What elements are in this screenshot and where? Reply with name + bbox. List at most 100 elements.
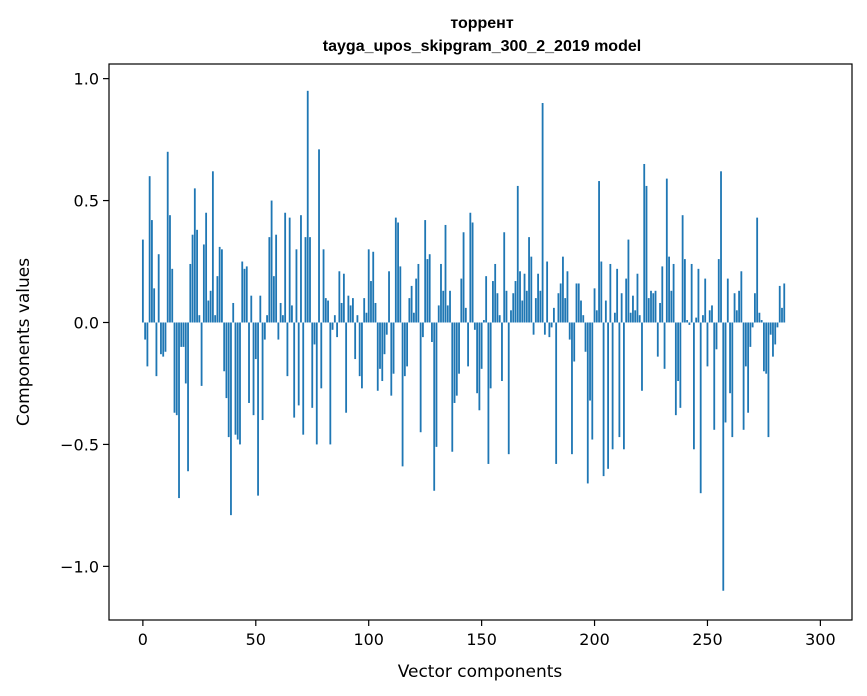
bar-122 (417, 263, 420, 323)
bar-210 (616, 268, 619, 323)
bar-220 (638, 315, 641, 323)
bar-253 (713, 322, 716, 430)
bar-88 (340, 302, 343, 323)
bar-192 (575, 283, 578, 323)
bar-61 (279, 302, 282, 323)
bar-137 (451, 322, 454, 452)
bar-62 (281, 315, 284, 323)
bar-243 (690, 263, 693, 323)
bar-277 (767, 322, 770, 438)
bar-56 (268, 237, 271, 323)
bar-229 (659, 302, 661, 323)
bar-20 (187, 322, 189, 472)
y-tick-label: −1.0 (60, 557, 99, 576)
bar-234 (670, 290, 673, 323)
bar-176 (539, 290, 542, 323)
plot-frame (108, 63, 853, 621)
bar-273 (758, 312, 761, 323)
bar-78 (318, 149, 320, 323)
bar-171 (528, 237, 530, 323)
bar-268 (747, 322, 750, 413)
bar-43 (239, 322, 241, 445)
bar-76 (313, 322, 316, 345)
bar-108 (385, 322, 388, 335)
bar-242 (688, 322, 691, 325)
bar-227 (654, 290, 657, 323)
bar-95 (356, 315, 359, 323)
bar-148 (476, 322, 479, 394)
bar-82 (327, 300, 329, 323)
bar-81 (324, 298, 327, 323)
bar-228 (656, 322, 659, 357)
bar-196 (584, 322, 587, 352)
bar-71 (302, 322, 305, 435)
bar-183 (555, 322, 558, 464)
bar-249 (704, 278, 707, 323)
bar-240 (683, 259, 686, 323)
bar-276 (765, 322, 768, 374)
bar-129 (433, 322, 436, 491)
bar-8 (160, 322, 162, 355)
bar-25 (198, 315, 201, 323)
bar-79 (320, 322, 323, 389)
bar-59 (275, 234, 278, 323)
bar-274 (760, 320, 763, 323)
bar-130 (435, 322, 438, 447)
x-tick-label: 50 (246, 630, 266, 649)
bar-157 (496, 293, 499, 323)
bar-111 (392, 322, 395, 374)
bar-195 (582, 315, 585, 323)
bar-187 (564, 298, 567, 323)
bar-230 (661, 266, 664, 323)
bar-16 (178, 322, 180, 499)
bar-241 (686, 320, 689, 323)
bar-235 (672, 263, 675, 323)
x-tick-label: 0 (138, 630, 148, 649)
bar-166 (516, 185, 519, 323)
bar-179 (546, 261, 549, 323)
bar-191 (573, 322, 576, 362)
bar-259 (726, 278, 729, 323)
bar-121 (415, 278, 418, 323)
bar-186 (562, 256, 564, 323)
bar-73 (306, 90, 309, 323)
bar-84 (331, 322, 334, 330)
bar-14 (173, 322, 176, 413)
bar-270 (751, 322, 754, 328)
bar-46 (245, 266, 248, 323)
bar-27 (202, 244, 205, 323)
y-tick-label: −0.5 (60, 435, 99, 454)
bar-127 (428, 254, 431, 323)
bar-103 (374, 302, 377, 323)
chart-title-line1: торрент (450, 15, 514, 32)
bar-70 (300, 215, 302, 323)
bar-161 (505, 290, 508, 323)
bar-278 (769, 322, 772, 335)
bar-145 (469, 212, 472, 323)
bar-11 (166, 151, 169, 323)
bar-255 (717, 259, 720, 323)
bar-199 (591, 322, 594, 440)
bar-28 (205, 212, 208, 323)
bar-188 (566, 271, 569, 323)
bar-115 (401, 322, 404, 467)
bar-279 (772, 322, 774, 357)
bars-group (141, 90, 786, 591)
bar-282 (778, 285, 781, 323)
chart-title-line2: tayga_upos_skipgram_300_2_2019 model (323, 38, 641, 55)
bar-113 (397, 222, 399, 323)
bar-141 (460, 278, 463, 323)
bar-86 (336, 322, 338, 338)
bar-142 (462, 232, 465, 323)
bar-125 (424, 220, 427, 323)
bar-94 (354, 322, 357, 360)
bar-35 (221, 249, 223, 323)
bar-177 (541, 103, 544, 323)
bar-98 (363, 298, 366, 323)
bar-72 (304, 237, 307, 323)
bar-170 (525, 290, 528, 323)
bar-12 (169, 215, 171, 323)
bar-264 (738, 290, 740, 323)
bar-54 (263, 322, 266, 340)
